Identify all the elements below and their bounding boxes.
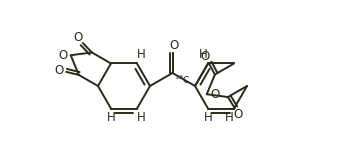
Text: O: O	[73, 32, 83, 44]
Text: H: H	[137, 48, 146, 61]
Text: O: O	[234, 108, 243, 121]
Text: $^{13}$C: $^{13}$C	[174, 74, 190, 86]
Text: O: O	[210, 88, 219, 101]
Text: O: O	[201, 50, 210, 63]
Text: H: H	[199, 48, 208, 61]
Text: O: O	[169, 39, 178, 51]
Text: H: H	[204, 111, 213, 124]
Text: H: H	[137, 111, 146, 124]
Text: O: O	[58, 49, 67, 62]
Text: H: H	[107, 111, 115, 124]
Text: H: H	[225, 111, 234, 124]
Text: O: O	[55, 64, 64, 77]
